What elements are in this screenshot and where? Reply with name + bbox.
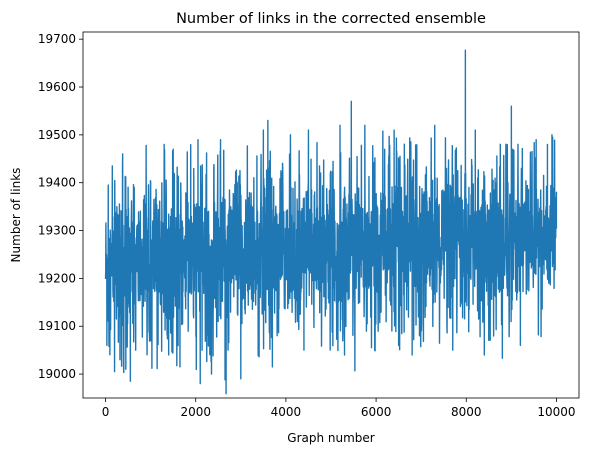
y-axis: 19000 19100 19200 19300 19400 19500 19600 19700 — [38, 32, 83, 381]
y-tick-label: 19500 — [38, 128, 76, 142]
y-tick-label: 19200 — [38, 271, 76, 285]
x-tick-label: 8000 — [451, 405, 482, 419]
chart-title: Number of links in the corrected ensembl… — [176, 11, 486, 27]
plot-frame — [82, 31, 580, 399]
y-axis-label: Number of links — [9, 168, 23, 263]
x-tick-label: 2000 — [180, 405, 211, 419]
y-tick-label: 19700 — [38, 32, 76, 46]
x-axis: 0 2000 4000 6000 8000 10000 — [102, 398, 576, 419]
y-tick-label: 19000 — [38, 367, 76, 381]
x-axis-label: Graph number — [287, 431, 375, 445]
x-tick-label: 4000 — [271, 405, 302, 419]
plot-area — [82, 31, 580, 399]
x-tick-label: 0 — [102, 405, 110, 419]
series-line — [104, 49, 558, 395]
y-tick-label: 19400 — [38, 176, 76, 190]
series-layer — [104, 49, 558, 395]
x-tick-label: 6000 — [361, 405, 392, 419]
y-tick-label: 19300 — [38, 224, 76, 238]
y-tick-label: 19100 — [38, 319, 76, 333]
x-tick-label: 10000 — [537, 405, 575, 419]
y-tick-label: 19600 — [38, 80, 76, 94]
